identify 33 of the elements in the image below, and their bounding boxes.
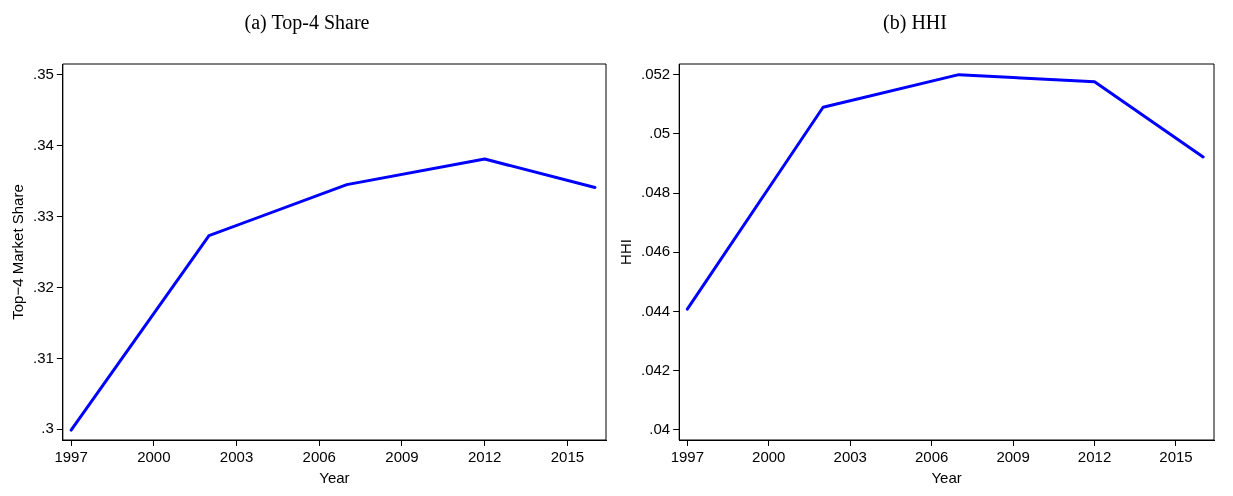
y-tick-label: .34 [32,135,54,153]
x-tick-label: 2009 [996,448,1030,466]
y-tick-label: .04 [649,420,671,438]
y-tick-label: .32 [32,277,54,295]
chart-title: (b) HHI [883,11,947,35]
x-tick-label: 2012 [1077,448,1112,466]
x-tick-label: 2012 [468,448,502,466]
x-tick-label: 2003 [219,448,254,466]
y-tick-label: .048 [640,183,671,201]
x-tick-label: 2000 [752,448,786,466]
y-tick-label: .042 [640,360,671,378]
x-tick-label: 2009 [385,448,419,466]
x-tick-label: 1997 [54,448,88,466]
y-tick-label: .3 [41,419,54,437]
x-tick-label: 2015 [550,448,585,466]
y-tick-label: .35 [32,64,54,82]
y-tick-label: .044 [640,301,671,319]
chart-title: (a) Top-4 Share [244,11,370,35]
x-tick-label: 2006 [302,448,336,466]
y-tick-label: .052 [640,64,671,82]
x-axis-title: Year [319,469,350,487]
x-tick-label: 1997 [670,448,705,466]
x-axis-title: Year [931,469,962,487]
y-axis-title: Top−4 Market Share [9,184,27,320]
x-tick-label: 2000 [137,448,171,466]
y-tick-label: .31 [32,348,54,366]
y-axis-title: HHI [617,239,635,265]
x-tick-label: 2015 [1159,448,1193,466]
y-tick-label: .05 [649,124,671,142]
y-tick-label: .33 [32,206,54,224]
y-tick-label: .046 [640,242,671,260]
x-tick-label: 2006 [914,448,949,466]
x-tick-label: 2003 [833,448,867,466]
